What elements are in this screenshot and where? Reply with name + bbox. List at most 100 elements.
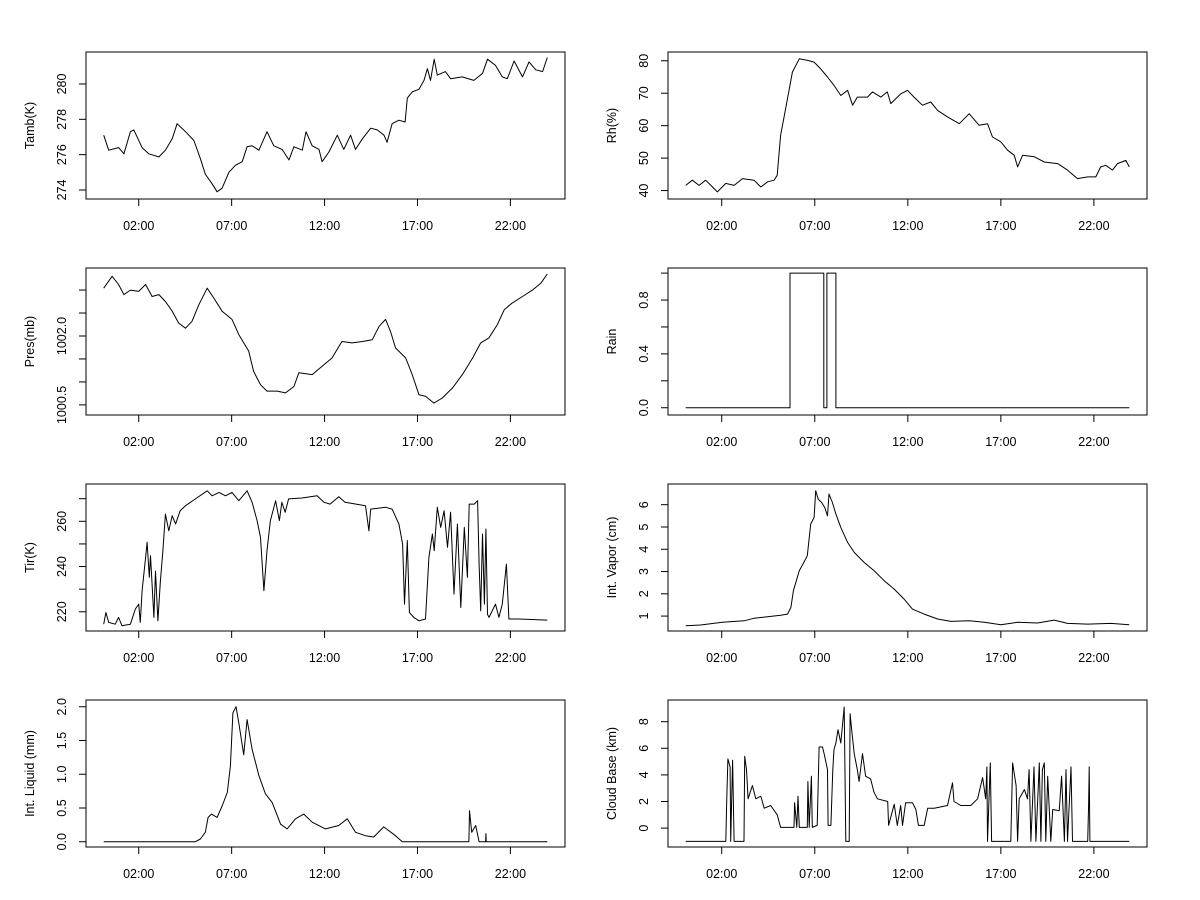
x-tick-label: 12:00 [892,651,923,665]
y-tick-label: 0.0 [637,399,651,416]
x-tick-label: 22:00 [1078,651,1109,665]
x-tick-label: 07:00 [216,219,247,233]
y-tick-label: 1002.0 [55,317,69,355]
y-tick-label: 8 [637,718,651,725]
y-axis-title: Tamb(K) [23,102,37,149]
x-tick-label: 12:00 [309,651,340,665]
x-tick-label: 17:00 [402,867,433,881]
x-tick-label: 02:00 [706,651,737,665]
series-line-cloud-base-km [685,706,1130,842]
y-tick-label: 5 [637,523,651,530]
y-tick-label: 0.0 [55,833,69,850]
plot-frame [667,267,1148,416]
series-line-pres-mb [103,273,548,404]
x-tick-label: 02:00 [706,867,737,881]
x-tick-label: 22:00 [495,219,526,233]
y-tick-label: 6 [637,501,651,508]
x-tick-label: 22:00 [1078,219,1109,233]
y-tick-label: 0.5 [55,799,69,816]
panel-int-liquid-mm: 02:00 07:00 12:00 17:00 22:00 0.0 0.5 1.0 1.5 2.0… [23,698,566,881]
x-tick-label: 17:00 [402,219,433,233]
y-axis-title: Int. Liquid (mm) [23,730,37,817]
panel-pres-mb: 02:00 07:00 12:00 17:00 22:00 1000.5 1002.0 Pre… [23,267,566,449]
x-tick-label: 17:00 [985,651,1016,665]
x-tick-label: 02:00 [706,219,737,233]
y-axis-title: Int. Vapor (cm) [605,517,619,599]
x-tick-label: 12:00 [309,219,340,233]
series-line-tir-k [103,490,548,627]
plot-frame [85,699,566,848]
x-tick-label: 07:00 [216,867,247,881]
y-tick-label: 4 [637,771,651,778]
x-tick-label: 22:00 [495,867,526,881]
plot-frame [667,699,1148,848]
x-tick-label: 02:00 [123,651,154,665]
y-tick-label: 260 [55,511,69,532]
y-axis-title: Pres(mb) [23,316,37,367]
y-tick-label: 276 [55,144,69,165]
x-tick-label: 22:00 [495,651,526,665]
plot-frame [85,51,566,200]
y-tick-label: 50 [637,151,651,165]
x-tick-label: 12:00 [892,219,923,233]
panel-cloud-base-km: 02:00 07:00 12:00 17:00 22:00 0 2 4 6 8 Cloud Base… [605,699,1148,881]
x-tick-label: 17:00 [402,435,433,449]
y-tick-label: 80 [637,54,651,68]
y-tick-label: 0.4 [637,345,651,362]
series-line-tamb-k [103,57,548,193]
y-tick-label: 1000.5 [55,386,69,424]
x-tick-label: 07:00 [799,651,830,665]
x-tick-label: 07:00 [799,867,830,881]
y-axis-title: Rain [605,329,619,355]
y-axis-title: Tir(K) [23,542,37,573]
series-line-int-vapor-cm [685,490,1130,627]
y-tick-label: 278 [55,109,69,130]
y-axis-title: Cloud Base (km) [605,727,619,820]
plot-frame [85,267,566,416]
x-tick-label: 07:00 [799,219,830,233]
panel-rain: 02:00 07:00 12:00 17:00 22:00 0.0 0.4 0.8 Rain [605,267,1148,449]
y-tick-label: 6 [637,745,651,752]
x-tick-label: 02:00 [123,219,154,233]
y-tick-label: 70 [637,86,651,100]
plot-frame [667,483,1148,632]
x-tick-label: 12:00 [309,435,340,449]
x-tick-label: 22:00 [1078,867,1109,881]
x-tick-label: 02:00 [706,435,737,449]
y-tick-label: 2.0 [55,698,69,715]
y-tick-label: 0 [637,825,651,832]
y-tick-label: 1.5 [55,732,69,749]
x-tick-label: 12:00 [892,867,923,881]
x-tick-label: 17:00 [402,651,433,665]
y-tick-label: 3 [637,568,651,575]
x-tick-label: 12:00 [892,435,923,449]
y-tick-label: 2 [637,590,651,597]
series-line-rain [685,272,1130,409]
series-line-int-liquid-mm [103,706,548,843]
y-tick-label: 1 [637,613,651,620]
y-axis-title: Rh(%) [605,108,619,143]
y-tick-label: 60 [637,119,651,133]
y-tick-label: 4 [637,546,651,553]
x-tick-label: 22:00 [495,435,526,449]
y-tick-label: 240 [55,556,69,577]
x-tick-label: 07:00 [216,435,247,449]
y-tick-label: 40 [637,184,651,198]
y-tick-label: 1.0 [55,766,69,783]
panel-int-vapor-cm: 02:00 07:00 12:00 17:00 22:00 1 2 3 4 5 6 Int. Vapo… [605,483,1148,665]
x-tick-label: 07:00 [216,651,247,665]
x-tick-label: 02:00 [123,435,154,449]
y-tick-label: 0.8 [637,291,651,308]
panel-tamb-k: 02:00 07:00 12:00 17:00 22:00 274 276 278 280 Tam… [23,51,566,233]
x-tick-label: 17:00 [985,435,1016,449]
x-tick-label: 17:00 [985,867,1016,881]
y-tick-label: 220 [55,601,69,622]
panel-tir-k: 02:00 07:00 12:00 17:00 22:00 220 240 260 Tir(K) [23,483,566,665]
panel-rh: 02:00 07:00 12:00 17:00 22:00 40 50 60 70 80 Rh(%) [605,51,1148,233]
y-tick-label: 280 [55,74,69,95]
x-tick-label: 07:00 [799,435,830,449]
y-tick-label: 274 [55,180,69,201]
x-tick-label: 12:00 [309,867,340,881]
x-tick-label: 22:00 [1078,435,1109,449]
y-tick-label: 2 [637,798,651,805]
